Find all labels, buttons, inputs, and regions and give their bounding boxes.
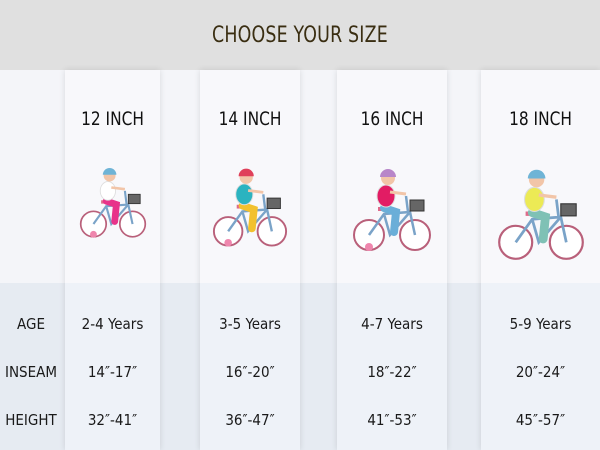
child-bike-illustration	[497, 169, 584, 260]
size-card-2[interactable]: 14 INCH 3-5 Years 16″-20″ 36″-47″	[200, 70, 300, 450]
size-title: 16 INCH	[360, 108, 424, 130]
header: CHOOSE YOUR SIZE	[0, 0, 600, 70]
size-card-3[interactable]: 16 INCH 4-7 Years 18″-22″ 41″-53″	[337, 70, 447, 450]
page-title: CHOOSE YOUR SIZE	[212, 22, 388, 48]
size-card-4[interactable]: 18 INCH 5-9 Years 20″-24″ 45″-57″	[481, 70, 600, 450]
row-label-age: AGE	[17, 315, 45, 333]
inseam-value: 18″-22″	[367, 363, 417, 381]
age-value: 5-9 Years	[509, 315, 572, 333]
inseam-value: 20″-24″	[515, 363, 566, 381]
age-value: 4-7 Years	[361, 315, 423, 333]
height-value: 32″-41″	[87, 411, 138, 429]
size-title: 14 INCH	[218, 108, 282, 130]
row-label-height: HEIGHT	[5, 411, 57, 429]
child-bike-illustration	[353, 169, 431, 251]
size-title: 18 INCH	[509, 108, 572, 130]
age-value: 2-4 Years	[81, 315, 144, 333]
inseam-value: 16″-20″	[225, 363, 275, 381]
height-value: 41″-53″	[367, 411, 417, 429]
inseam-value: 14″-17″	[87, 363, 138, 381]
child-bike-illustration	[212, 168, 288, 247]
size-card-1[interactable]: 12 INCH 2-4 Years 14″-17″ 32″-41″	[65, 70, 160, 450]
height-value: 36″-47″	[225, 411, 275, 429]
child-bike-illustration	[79, 167, 146, 238]
size-title: 12 INCH	[81, 108, 144, 130]
age-value: 3-5 Years	[219, 315, 281, 333]
height-value: 45″-57″	[515, 411, 566, 429]
row-label-inseam: INSEAM	[4, 363, 58, 381]
